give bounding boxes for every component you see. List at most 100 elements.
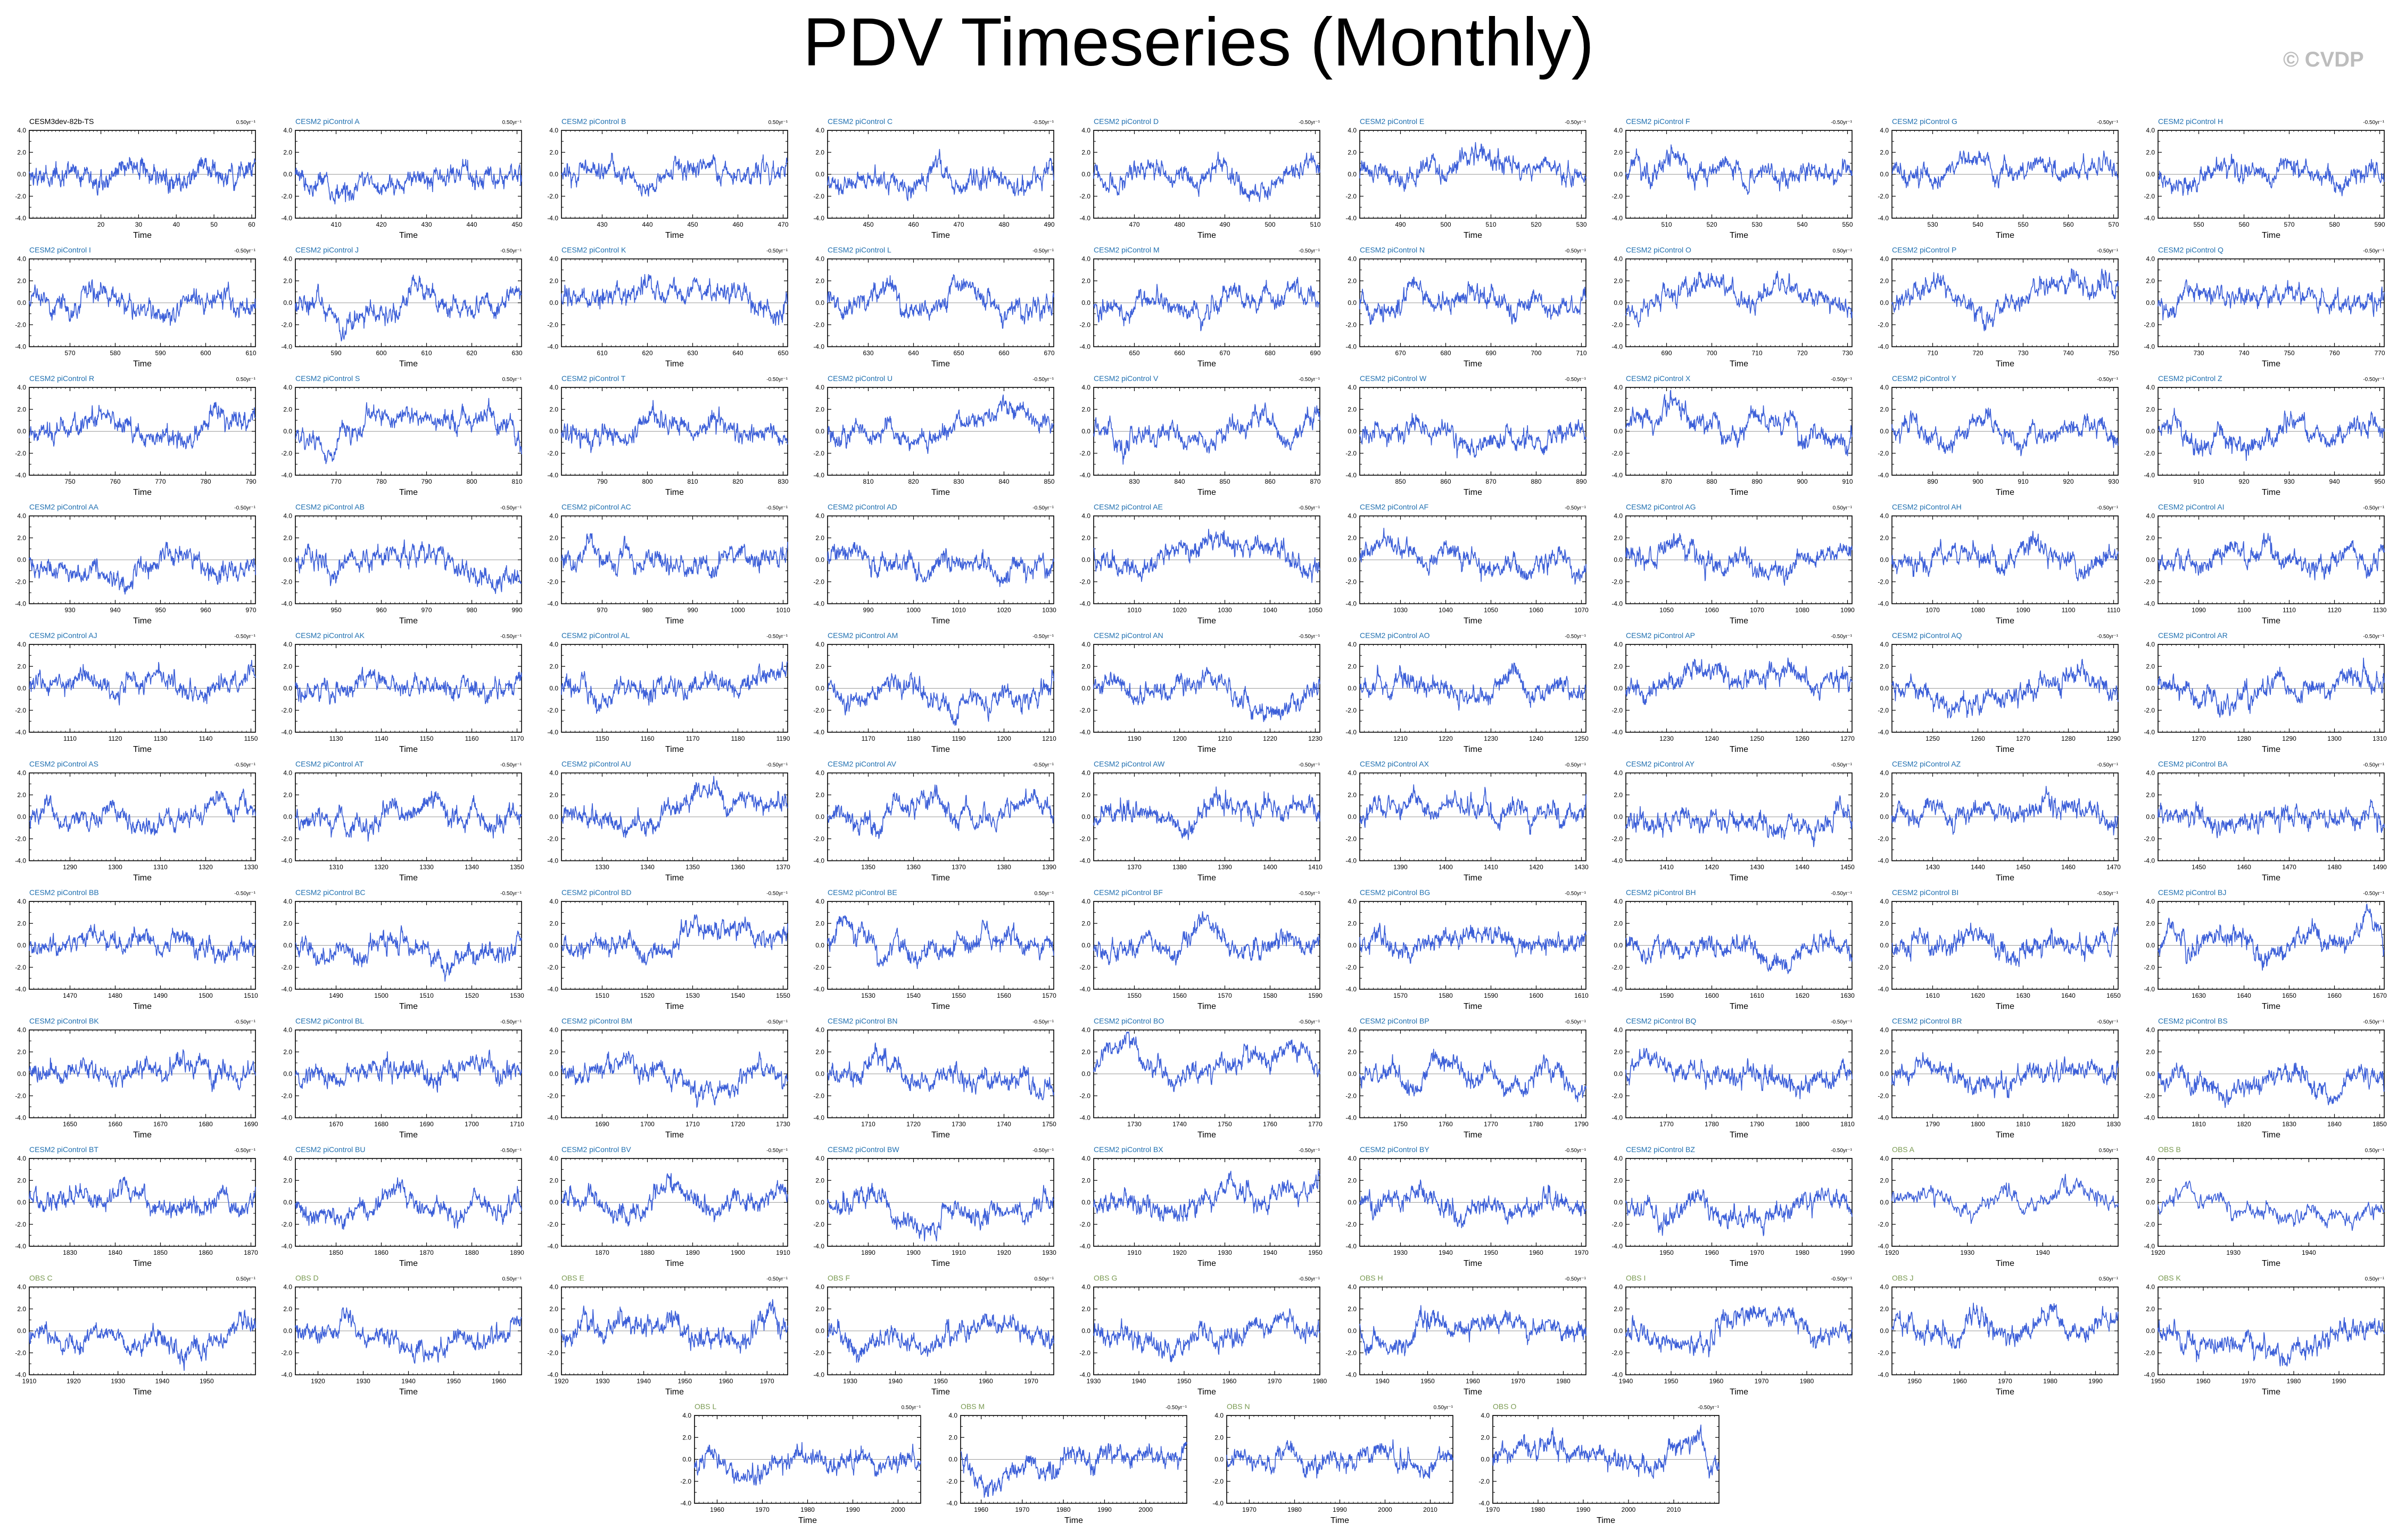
x-tick-label: 980 (642, 607, 652, 614)
y-tick-label: 4.0 (1348, 512, 1357, 520)
series-line (561, 400, 788, 452)
y-tick-label: 4.0 (1880, 127, 1889, 134)
x-tick-label: 710 (1927, 350, 1938, 357)
x-axis-label: Time (1464, 488, 1482, 497)
x-tick-label: 760 (110, 478, 120, 485)
y-tick-label: 2.0 (17, 148, 26, 156)
x-tick-label: 570 (2108, 221, 2119, 228)
y-tick-label: -2.0 (281, 321, 292, 328)
y-tick-label: 0.0 (815, 556, 824, 564)
x-tick-label: 770 (155, 478, 166, 485)
x-tick-label: 660 (998, 350, 1009, 357)
x-tick-label: 720 (1972, 350, 1983, 357)
x-axis-label: Time (931, 360, 950, 369)
panel-name: CESM2 piControl AD (828, 503, 897, 511)
x-tick-label: 1000 (906, 607, 921, 614)
panel-name: CESM2 piControl C (828, 117, 892, 126)
y-tick-label: 4.0 (549, 384, 558, 391)
x-axis-label: Time (2262, 231, 2280, 240)
panel-trend: 0.50yr⁻¹ (768, 120, 788, 126)
y-tick-label: -4.0 (2144, 214, 2155, 222)
series-line (1626, 145, 1852, 194)
x-tick-label: 450 (863, 221, 873, 228)
series-line (2158, 408, 2384, 460)
y-tick-label: 2.0 (549, 534, 558, 542)
series-line (1360, 277, 1586, 325)
y-tick-label: 4.0 (1880, 255, 1889, 263)
y-tick-label: -2.0 (1345, 321, 1357, 328)
y-tick-label: -2.0 (1079, 578, 1090, 585)
panel-trend: -0.50yr⁻¹ (2097, 249, 2118, 254)
y-tick-label: -4.0 (813, 214, 824, 222)
y-tick-label: 4.0 (815, 255, 824, 263)
series-line (1094, 529, 1320, 582)
panel-trend: -0.50yr⁻¹ (1032, 377, 1054, 383)
y-tick-label: -2.0 (1611, 321, 1623, 328)
y-tick-label: -4.0 (281, 600, 292, 608)
x-tick-label: 610 (421, 350, 432, 357)
x-tick-label: 610 (245, 350, 256, 357)
x-tick-label: 670 (1044, 350, 1054, 357)
panel-name: CESM2 piControl H (2158, 117, 2223, 126)
y-tick-label: -2.0 (15, 321, 26, 328)
y-tick-label: 0.0 (549, 428, 558, 435)
panel-name: CESM2 piControl B (561, 117, 626, 126)
panel-name: CESM2 piControl AF (1360, 503, 1428, 511)
y-tick-label: -4.0 (1878, 343, 1889, 351)
panel-name: CESM2 piControl N (1360, 246, 1425, 254)
series-line (2158, 154, 2384, 196)
y-tick-label: 0.0 (549, 299, 558, 307)
y-tick-label: -4.0 (1611, 600, 1623, 608)
x-tick-label: 1080 (1795, 607, 1809, 614)
y-tick-label: 0.0 (1081, 428, 1090, 435)
x-tick-label: 420 (376, 221, 386, 228)
y-tick-label: -2.0 (1878, 450, 1889, 457)
series-line (561, 275, 788, 326)
x-tick-label: 780 (200, 478, 211, 485)
y-tick-label: 2.0 (1348, 148, 1357, 156)
x-tick-label: 600 (376, 350, 386, 357)
y-tick-label: 4.0 (1880, 384, 1889, 391)
x-tick-label: 820 (908, 478, 919, 485)
panel-1: 4.02.00.0-2.0-4.020 30 40 50 60TimeCESM3dev-… (15, 117, 255, 240)
panel-trend: 0.50yr⁻¹ (1833, 249, 1853, 254)
y-tick-label: 2.0 (815, 148, 824, 156)
y-tick-label: -2.0 (281, 578, 292, 585)
y-tick-label: 4.0 (815, 127, 824, 134)
series-line (1626, 390, 1852, 456)
x-tick-label: 430 (421, 221, 432, 228)
x-tick-label: 930 (2284, 478, 2294, 485)
x-axis-label: Time (133, 617, 152, 626)
x-tick-label: 760 (2329, 350, 2340, 357)
x-tick-label: 490 (1395, 221, 1406, 228)
x-tick-label: 440 (466, 221, 477, 228)
panel-name: CESM2 piControl K (561, 246, 626, 254)
x-tick-label: 740 (2238, 350, 2249, 357)
panel-trend: -0.50yr⁻¹ (234, 249, 255, 254)
x-tick-label: 540 (1972, 221, 1983, 228)
x-tick-label: 700 (1531, 350, 1541, 357)
y-tick-label: 0.0 (17, 171, 26, 178)
panel-name: CESM2 piControl G (1892, 117, 1957, 126)
x-tick-label: 960 (376, 607, 386, 614)
x-tick-label: 930 (2108, 478, 2119, 485)
x-axis-label: Time (1996, 488, 2014, 497)
x-tick-label: 790 (245, 478, 256, 485)
x-tick-label: 740 (2063, 350, 2073, 357)
series-line (828, 395, 1054, 453)
x-tick-label: 1020 (997, 607, 1011, 614)
x-tick-label: 1040 (1263, 607, 1277, 614)
x-tick-label: 520 (1706, 221, 1717, 228)
panel-name: CESM2 piControl X (1626, 374, 1691, 383)
x-tick-label: 750 (2284, 350, 2294, 357)
x-tick-label: 680 (1440, 350, 1451, 357)
panel-name: CESM2 piControl U (828, 374, 892, 383)
x-tick-label: 820 (732, 478, 743, 485)
x-tick-label: 450 (511, 221, 522, 228)
panel-name: CESM2 piControl Q (2158, 246, 2224, 254)
